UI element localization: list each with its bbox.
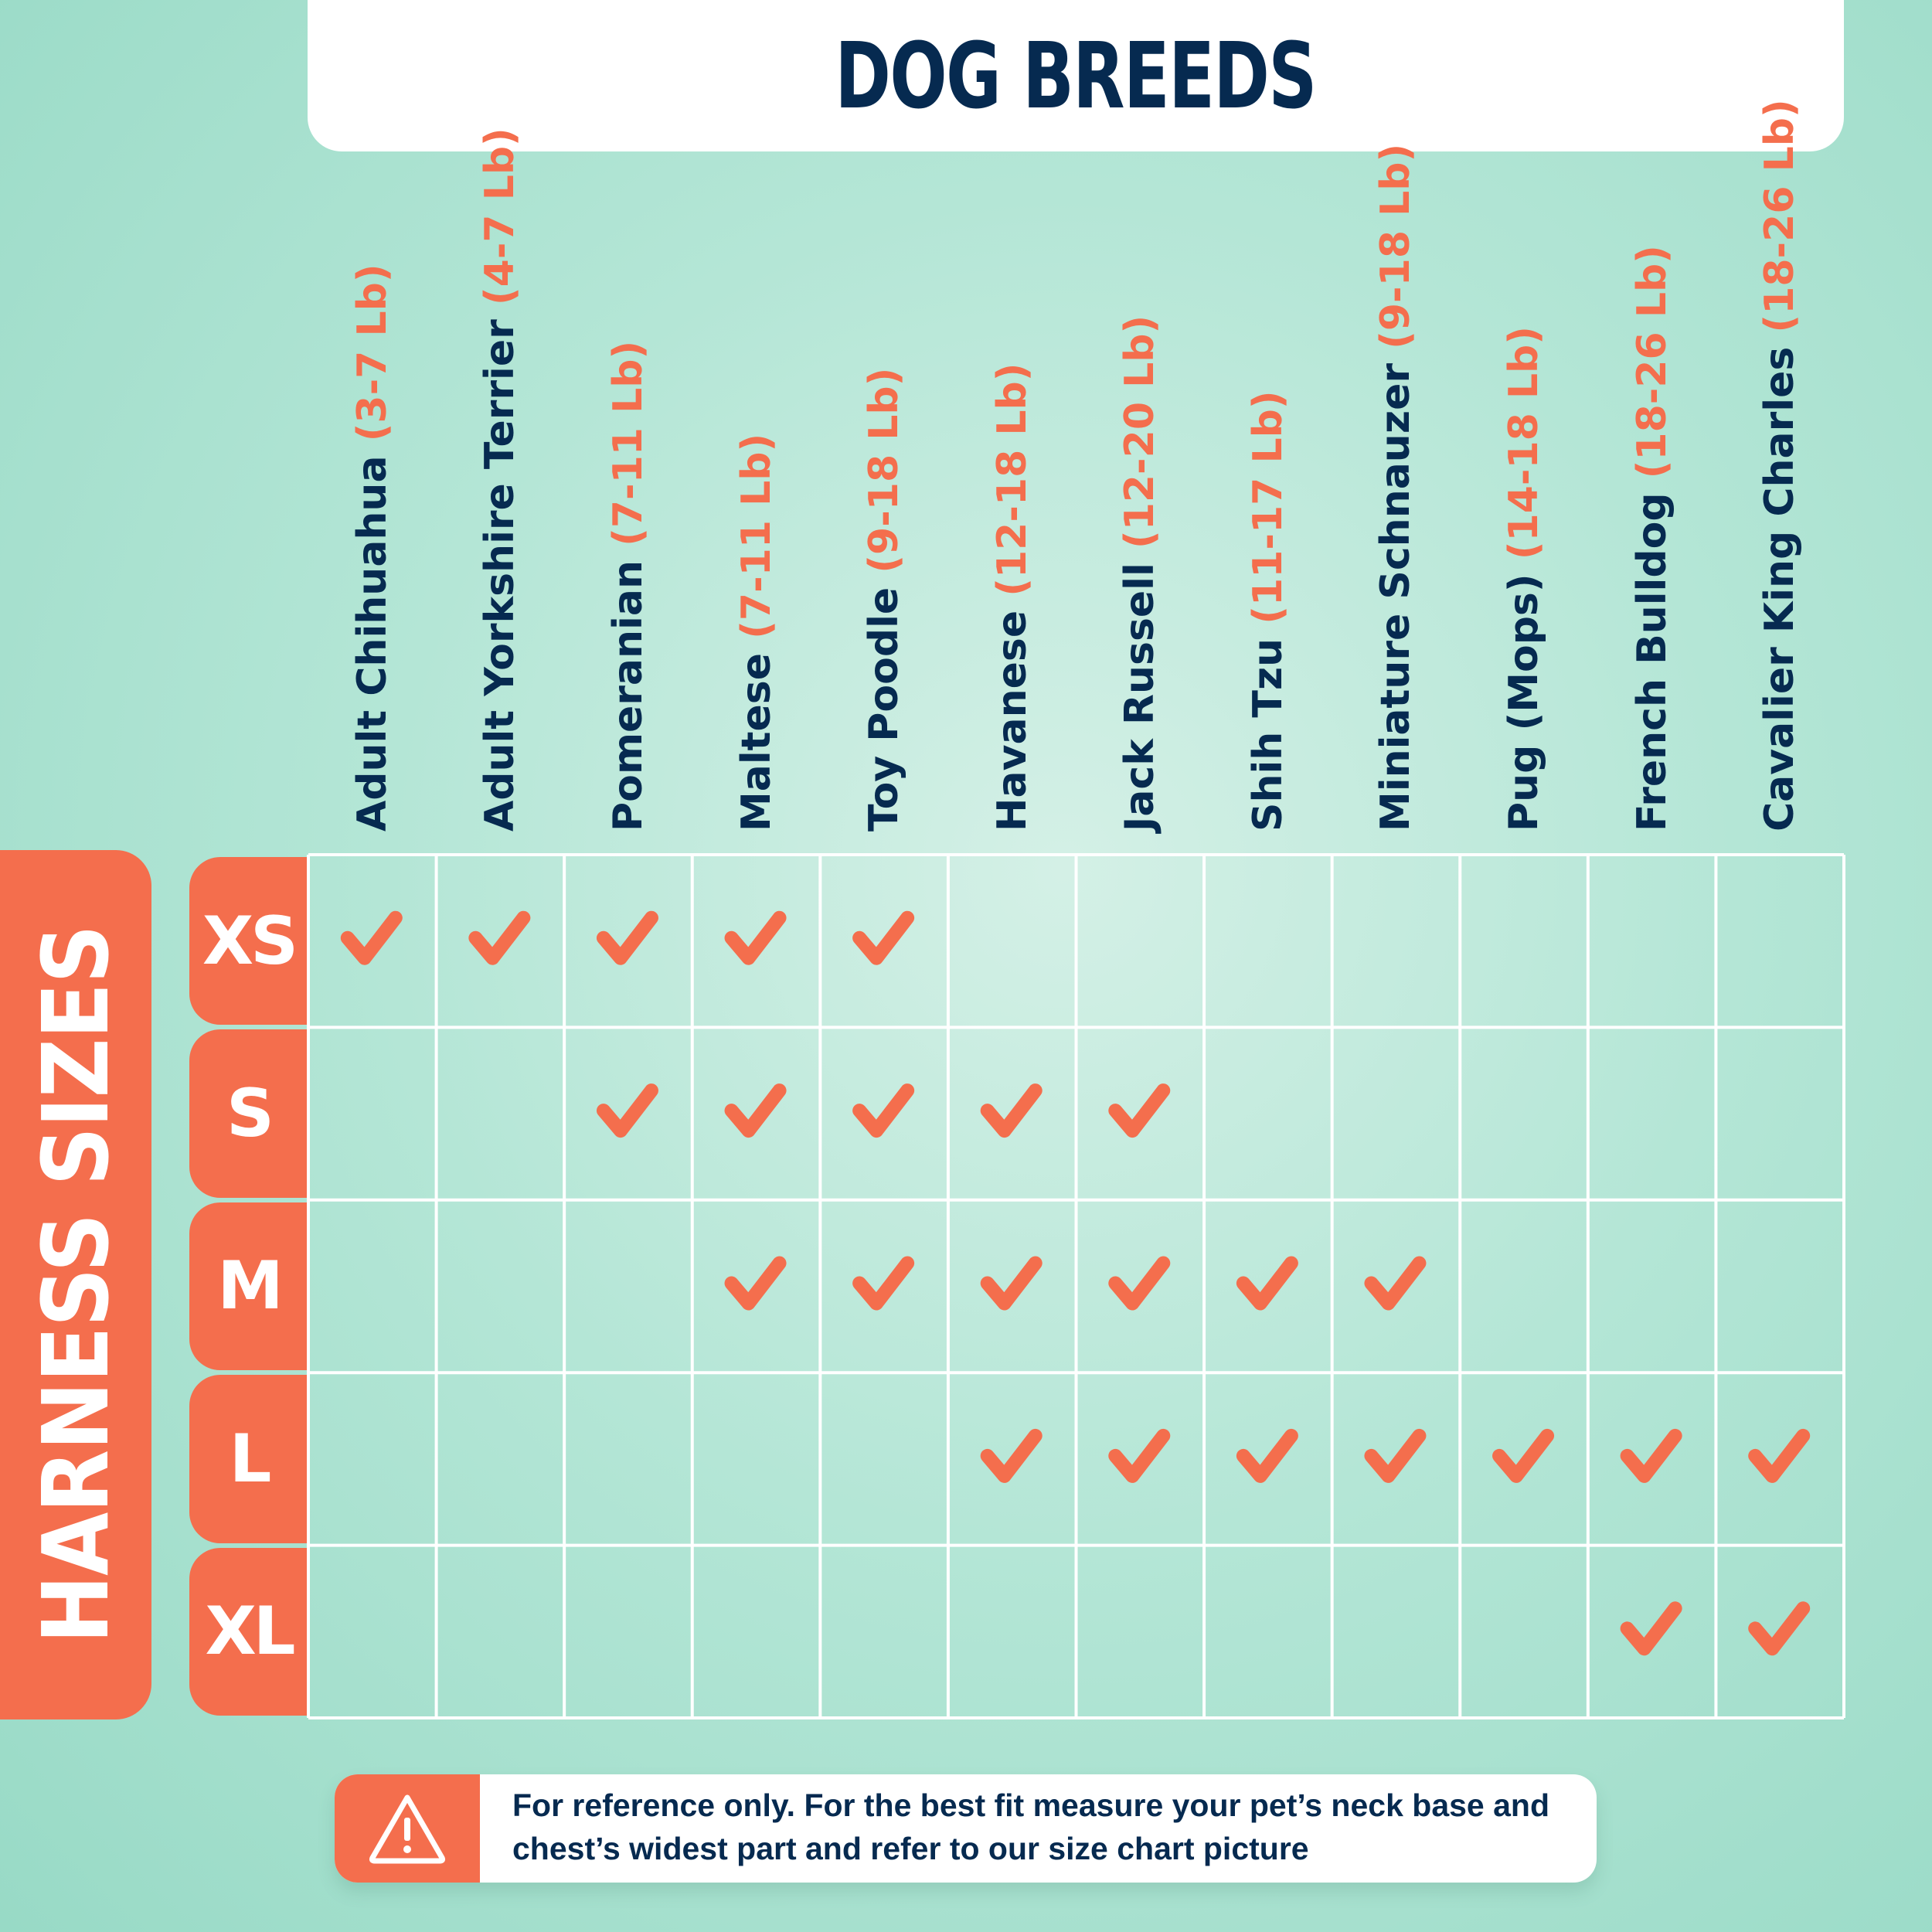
- check-mark-icon: [1620, 1428, 1682, 1483]
- check-mark-icon: [340, 910, 403, 965]
- check-mark-icon: [1108, 1256, 1171, 1311]
- check-mark-icon: [1364, 1428, 1427, 1483]
- check-mark-icon: [980, 1428, 1043, 1483]
- check-mark-icon: [980, 1083, 1043, 1138]
- check-mark-icon: [596, 910, 658, 965]
- check-mark-icon: [724, 910, 787, 965]
- harness-sizes-tab: [0, 850, 151, 1719]
- size-label-s: S: [189, 1029, 308, 1198]
- check-mark-icon: [1108, 1083, 1171, 1138]
- check-mark-icon: [1364, 1256, 1427, 1311]
- check-mark-icon: [1620, 1601, 1682, 1656]
- check-mark-icon: [852, 910, 915, 965]
- check-mark-icon: [980, 1256, 1043, 1311]
- check-mark-icon: [1492, 1428, 1555, 1483]
- size-label-m: M: [189, 1202, 308, 1371]
- check-mark-icon: [1108, 1428, 1171, 1483]
- check-mark-icon: [724, 1083, 787, 1138]
- page-title: DOG BREEDS: [835, 22, 1318, 129]
- check-mark-icon: [852, 1256, 915, 1311]
- size-label-xl: XL: [189, 1547, 308, 1716]
- check-mark-icon: [1748, 1428, 1811, 1483]
- title-card: DOG BREEDS: [308, 0, 1844, 151]
- warning-icon: [335, 1774, 480, 1883]
- check-mark-icon: [596, 1083, 658, 1138]
- check-mark-icon: [1236, 1256, 1298, 1311]
- size-label-l: L: [189, 1375, 308, 1543]
- check-mark-icon: [468, 910, 531, 965]
- check-mark-icon: [724, 1256, 787, 1311]
- reference-note: For reference only. For the best fit mea…: [335, 1774, 1597, 1883]
- size-label-xs: XS: [189, 857, 308, 1026]
- check-mark-icon: [852, 1083, 915, 1138]
- check-mark-icon: [1236, 1428, 1298, 1483]
- check-mark-icon: [1748, 1601, 1811, 1656]
- reference-note-text: For reference only. For the best fit mea…: [512, 1787, 1550, 1866]
